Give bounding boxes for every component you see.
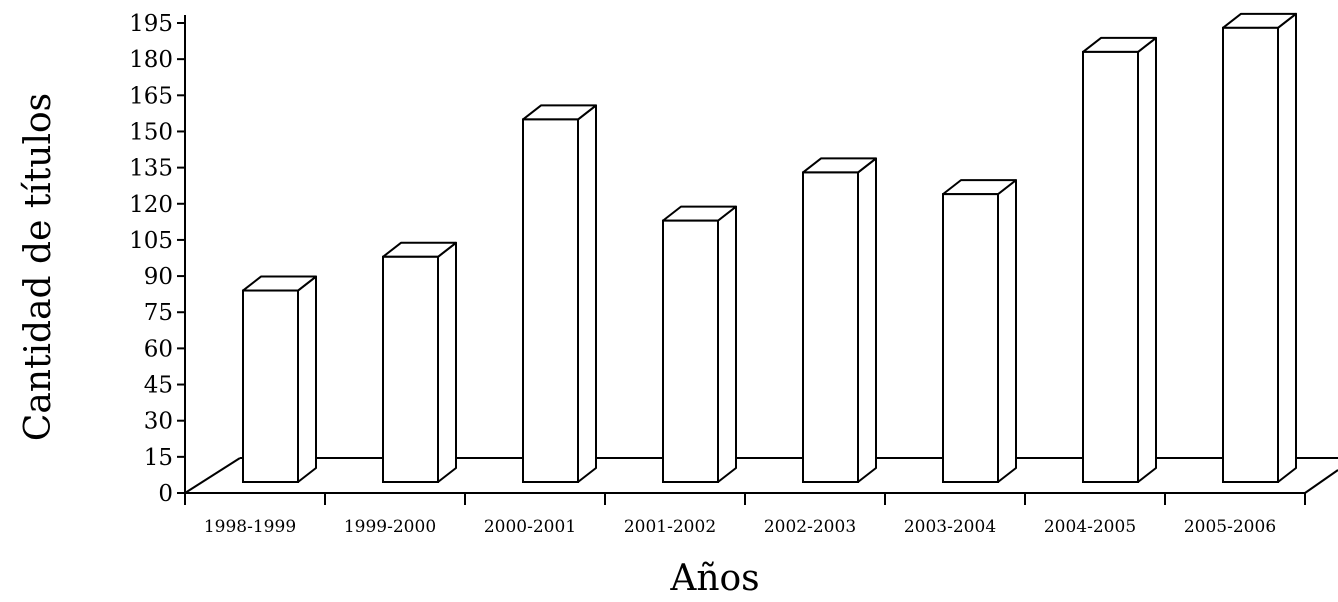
x-tick-label: 1998-1999 — [204, 517, 296, 537]
bar — [1082, 36, 1157, 484]
bar-front — [942, 193, 999, 483]
x-axis: 1998-1999 1999-2000 2000-2001 2001-2002 2002… — [184, 492, 1306, 537]
y-tick-label: 150 — [129, 119, 173, 145]
bar — [662, 205, 737, 483]
y-tick-label: 15 — [144, 445, 173, 471]
y-tick-label: 165 — [129, 83, 173, 109]
y-tick-label: 45 — [144, 373, 173, 399]
y-axis-title: Cantidad de títulos — [18, 93, 59, 441]
x-tick-label: 1999-2000 — [344, 517, 436, 537]
bar-side — [717, 205, 737, 483]
y-tick-label: 75 — [144, 300, 173, 326]
bar-side — [577, 104, 597, 483]
y-tick-label: 135 — [129, 156, 173, 182]
bar-front — [382, 255, 439, 483]
bar-side — [437, 241, 457, 483]
bar-front — [1222, 26, 1279, 483]
bar-side — [997, 179, 1017, 483]
bars-group — [242, 12, 1297, 484]
x-tick-label: 2003-2004 — [904, 517, 996, 537]
bar-side — [1277, 12, 1297, 483]
bar-front — [1082, 50, 1139, 484]
bar-front — [662, 219, 719, 483]
bar-side — [297, 275, 317, 483]
bar — [942, 179, 1017, 483]
x-tick-label: 2001-2002 — [624, 517, 716, 537]
y-tick-label: 105 — [129, 228, 173, 254]
y-axis: 0 15 30 45 60 75 90 105 120 135 150 165 180 195 — [129, 11, 186, 507]
x-tick-label: 2002-2003 — [764, 517, 856, 537]
x-axis-title: Años — [669, 558, 759, 599]
y-tick-label: 195 — [129, 11, 173, 37]
x-tick-label: 2000-2001 — [484, 517, 576, 537]
x-tick-label: 2004-2005 — [1044, 517, 1136, 537]
bar — [802, 157, 877, 484]
bar — [1222, 12, 1297, 483]
bar — [522, 104, 597, 484]
y-tick-label: 0 — [158, 481, 173, 507]
bar-front — [242, 289, 299, 483]
y-tick-label: 90 — [144, 264, 173, 290]
bar-front — [522, 118, 579, 484]
y-tick-label: 120 — [129, 192, 173, 218]
chart-floor — [184, 457, 1338, 494]
x-tick-label: 2005-2006 — [1184, 517, 1276, 537]
bar-side — [857, 157, 877, 483]
floor-left-edge — [184, 457, 241, 494]
bar-side — [1137, 36, 1157, 483]
y-tick-label: 30 — [144, 409, 173, 435]
bar — [242, 275, 317, 483]
bar-front — [802, 171, 859, 484]
floor-right-edge — [1304, 469, 1338, 494]
y-tick-label: 60 — [144, 336, 173, 362]
y-tick-label: 180 — [129, 47, 173, 73]
bar — [382, 241, 457, 483]
